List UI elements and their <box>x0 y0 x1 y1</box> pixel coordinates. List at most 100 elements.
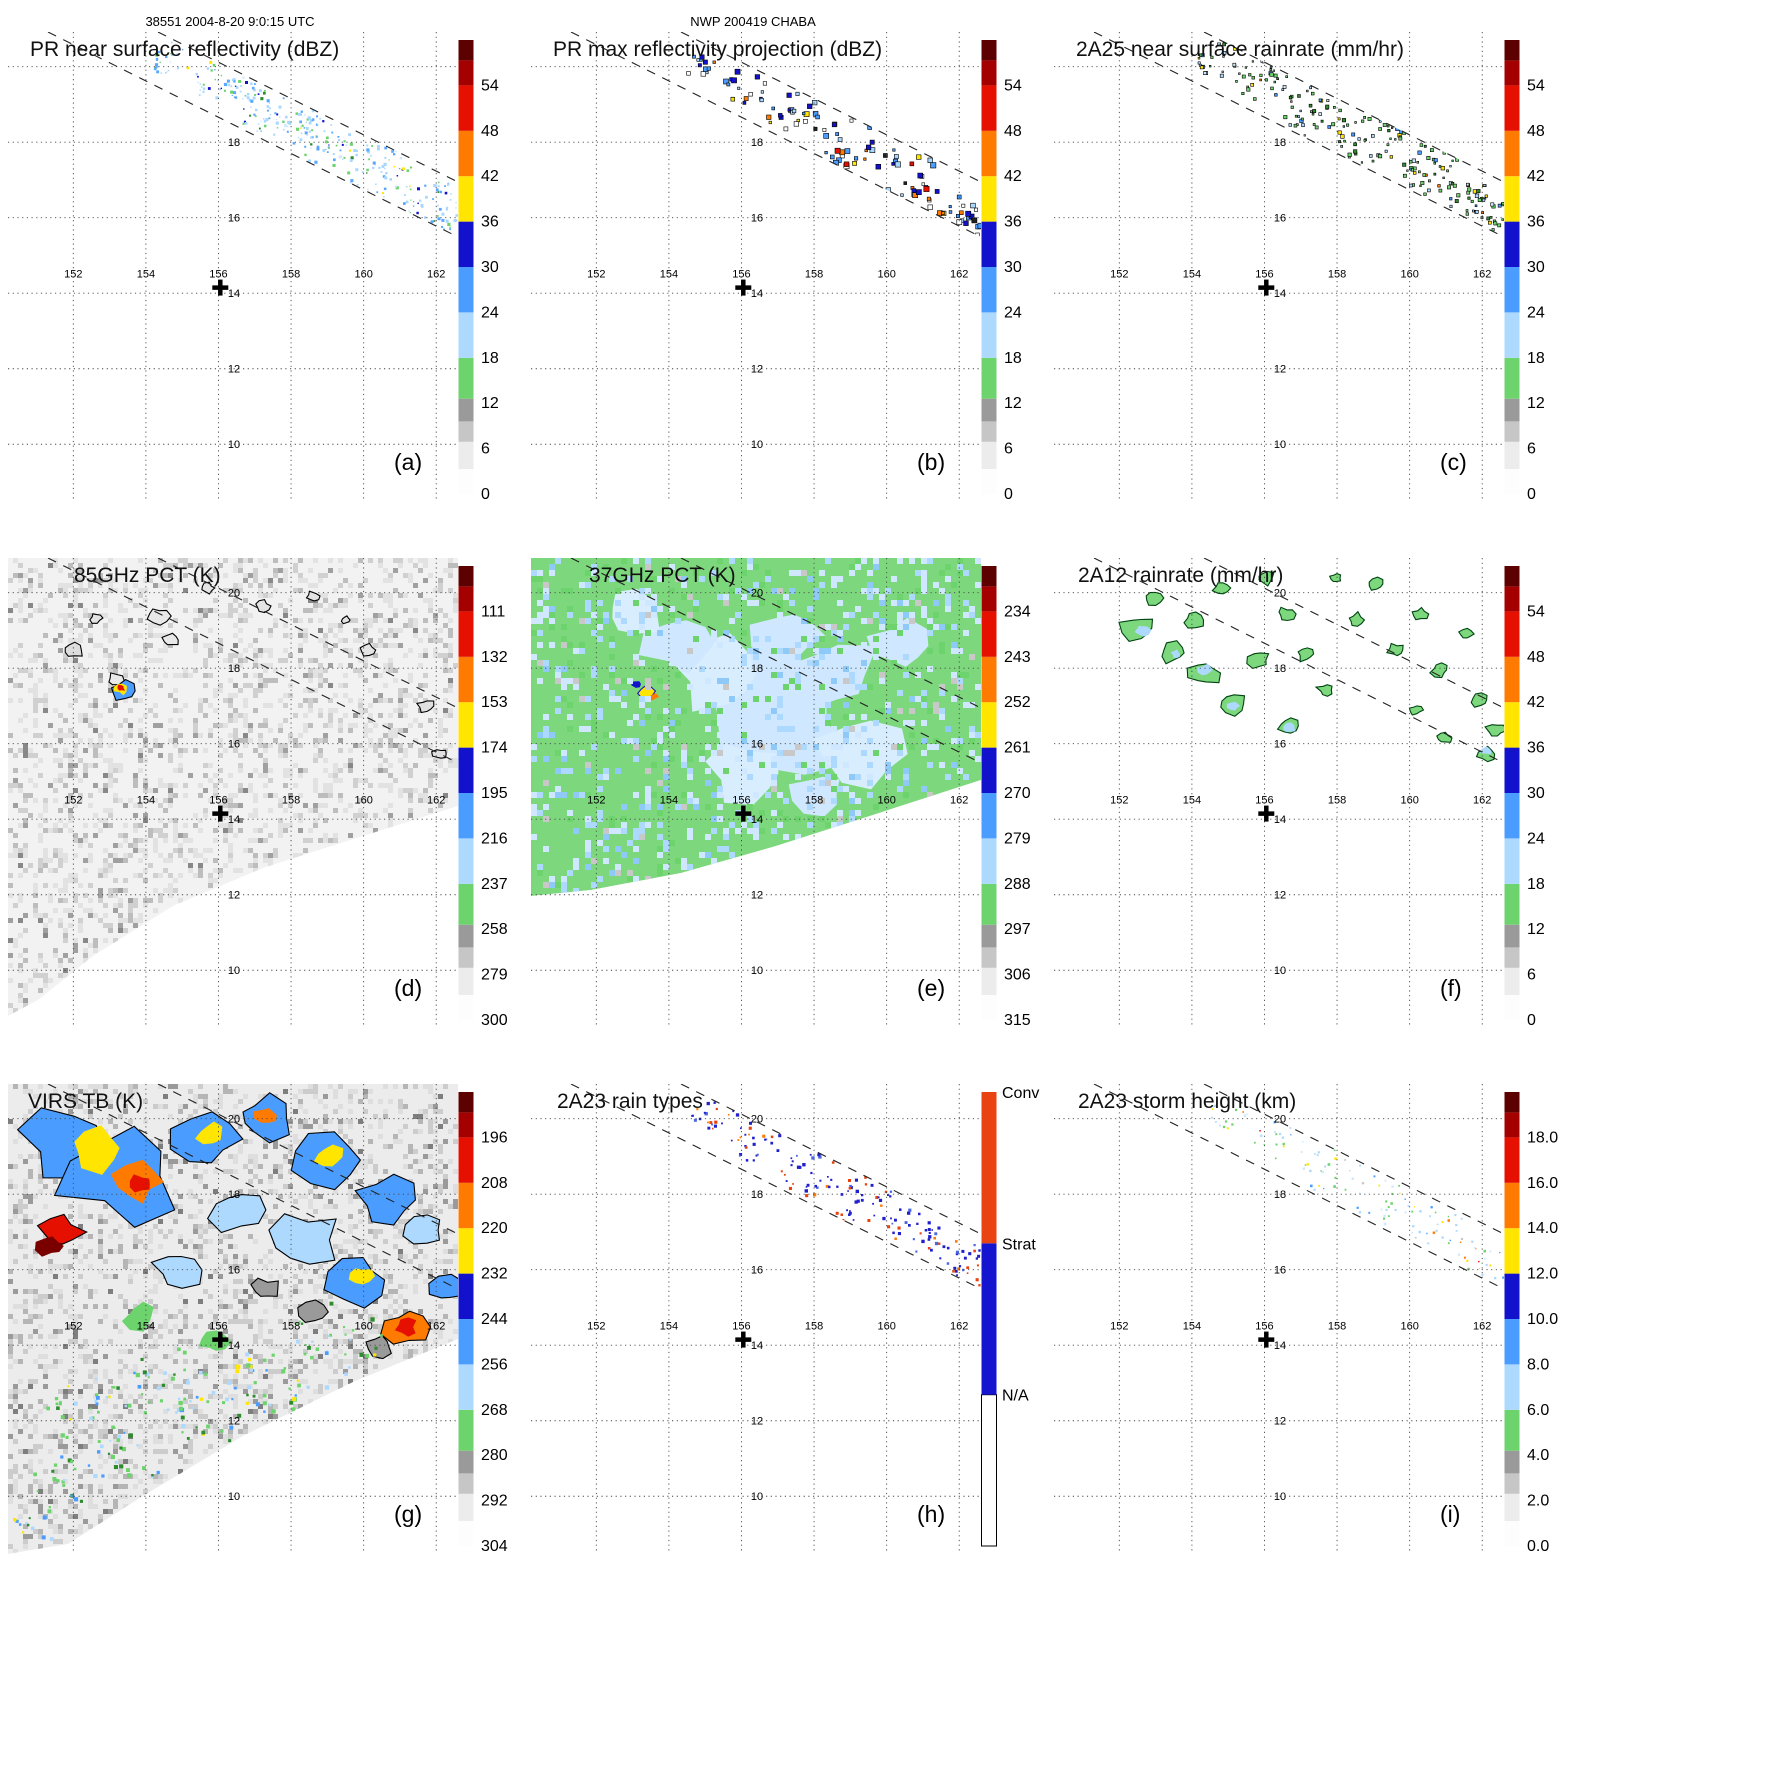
colorbar-segment <box>981 924 997 948</box>
colorbar-label: 42 <box>481 168 499 185</box>
lon-tick-label: 154 <box>660 268 678 280</box>
colorbar-segment <box>981 1394 997 1547</box>
lon-tick-label: 156 <box>1255 1320 1273 1332</box>
lat-tick-label: 14 <box>228 288 240 300</box>
colorbar-segment <box>458 883 474 925</box>
lon-tick-label: 154 <box>137 794 155 806</box>
colorbar-segment <box>981 357 997 399</box>
colorbar-segment <box>1504 611 1520 657</box>
colorbar-segment <box>458 469 474 494</box>
colorbar-segment <box>981 398 997 422</box>
lat-tick-label: 16 <box>751 213 763 225</box>
colorbar-segment <box>981 611 997 657</box>
colorbar-segment <box>458 398 474 422</box>
lat-tick-label: 20 <box>228 588 240 600</box>
lon-tick-label: 156 <box>209 794 227 806</box>
lon-tick-label: 152 <box>1110 1320 1128 1332</box>
lat-tick-label: 10 <box>751 965 763 977</box>
colorbar-segment <box>1504 1112 1520 1138</box>
panel-title: 2A25 near surface rainrate (mm/hr) <box>1076 38 1404 61</box>
colorbar-label: 315 <box>1004 1012 1031 1028</box>
colorbar-segment <box>458 995 474 1020</box>
lon-tick-label: 154 <box>660 1320 678 1332</box>
map-svg-d: 152 154 156 158 160 162 10 12 14 16 18 20 (d) 85GHz P… <box>8 558 458 1028</box>
panel-title: 2A23 rain types <box>557 1090 703 1113</box>
colorbar-segment <box>458 586 474 612</box>
colorbar-segment <box>458 1409 474 1451</box>
panel-letter: (f) <box>1440 975 1462 1001</box>
panel-d: 152 154 156 158 160 162 10 12 14 16 18 20 (d) 85GHz P… <box>8 558 531 1028</box>
swath-edge-line <box>1203 32 1504 183</box>
lat-tick-label: 16 <box>751 739 763 751</box>
lon-tick-label: 154 <box>660 794 678 806</box>
lon-tick-label: 160 <box>877 268 895 280</box>
colorbar-segment <box>981 838 997 884</box>
colorbar-label: 6 <box>481 441 490 458</box>
lat-tick-label: 16 <box>1274 739 1286 751</box>
lat-tick-label: 18 <box>751 137 763 149</box>
colorbar-segment <box>1504 1473 1520 1494</box>
colorbar-label: 268 <box>481 1402 508 1419</box>
colorbar-label: 6.0 <box>1527 1402 1549 1419</box>
colorbar-label: 30 <box>1527 259 1545 276</box>
colorbar-segment <box>1504 1450 1520 1474</box>
colorbar-label: 42 <box>1004 168 1022 185</box>
lat-tick-label: 18 <box>228 663 240 675</box>
lon-tick-label: 160 <box>354 794 372 806</box>
panel-title: 2A23 storm height (km) <box>1078 1090 1296 1113</box>
lon-tick-label: 152 <box>1110 794 1128 806</box>
colorbar-segment <box>1504 40 1520 61</box>
lon-tick-label: 156 <box>209 268 227 280</box>
lat-tick-label: 14 <box>751 1340 763 1352</box>
colorbar-label: 292 <box>481 1493 508 1510</box>
lat-tick-label: 20 <box>751 588 763 600</box>
colorbar-segment <box>981 130 997 177</box>
colorbar-label: 4.0 <box>1527 1447 1549 1464</box>
swath-edge-line <box>47 1084 458 1290</box>
colorbar-segment <box>981 221 997 267</box>
colorbar-label: 252 <box>1004 694 1031 711</box>
colorbar-segment <box>458 566 474 587</box>
colorbar-segment <box>981 656 997 703</box>
colorbar-segment <box>1504 924 1520 948</box>
colorbar-segment <box>981 267 997 313</box>
lon-tick-label: 152 <box>587 268 605 280</box>
colorbar-segment <box>458 176 474 222</box>
lon-tick-label: 158 <box>1328 794 1346 806</box>
colorbar-segment <box>1504 1521 1520 1546</box>
colorbar-segment <box>1504 1182 1520 1229</box>
lat-tick-label: 16 <box>228 1265 240 1277</box>
data-field <box>8 558 458 1016</box>
panel-h-colorbar: Conv Strat N/A <box>981 1084 1054 1554</box>
panel-row-1: 152 154 156 158 160 162 10 12 14 16 18 (a) PR near s… <box>8 32 1577 502</box>
lon-tick-label: 156 <box>732 1320 750 1332</box>
colorbar-label: 54 <box>481 77 499 94</box>
colorbar-segment <box>458 1450 474 1474</box>
data-field <box>8 1084 458 1554</box>
lon-tick-label: 154 <box>1183 1320 1201 1332</box>
colorbar-segment <box>1504 1273 1520 1319</box>
lat-tick-label: 18 <box>1274 137 1286 149</box>
colorbar-label: 6 <box>1527 967 1536 984</box>
colorbar-segment <box>1504 995 1520 1020</box>
colorbar-label: 12 <box>1527 921 1545 938</box>
colorbar-segment <box>1504 1092 1520 1113</box>
colorbar-label: 279 <box>481 967 508 984</box>
colorbar-segment <box>458 967 474 995</box>
lon-tick-label: 154 <box>137 268 155 280</box>
colorbar-segment <box>458 1228 474 1274</box>
colorbar-segment <box>981 60 997 86</box>
colorbar-segment <box>458 947 474 968</box>
lat-tick-label: 12 <box>228 364 240 376</box>
lat-tick-label: 16 <box>228 739 240 751</box>
lon-tick-label: 162 <box>427 794 445 806</box>
colorbar-label: 54 <box>1527 77 1545 94</box>
colorbar-segment <box>1504 838 1520 884</box>
colorbar-segment <box>1504 221 1520 267</box>
colorbar-segment <box>981 469 997 494</box>
colorbar-label: 234 <box>1004 603 1031 620</box>
colorbar-label: 54 <box>1004 77 1022 94</box>
swath-edge-line <box>157 32 458 183</box>
colorbar-segment <box>1504 967 1520 995</box>
